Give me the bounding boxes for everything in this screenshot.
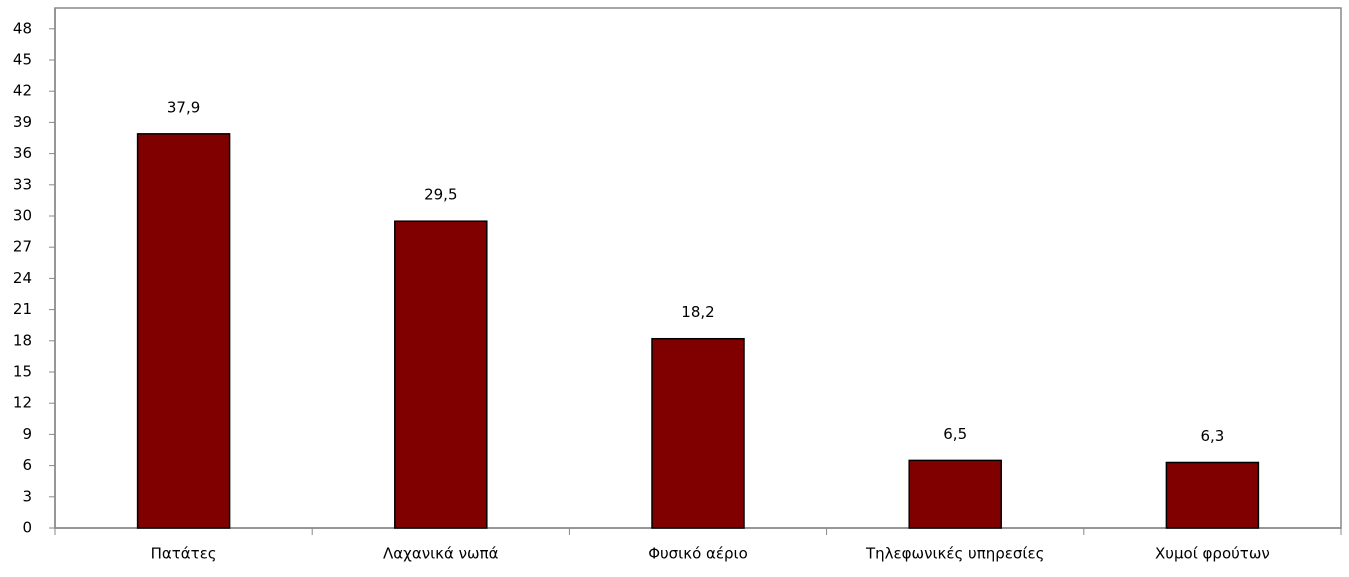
y-tick-label: 12 — [13, 394, 32, 412]
x-tick-label: Λαχανικά νωπά — [383, 545, 499, 563]
bar — [1165, 461, 1260, 529]
value-label: 18,2 — [681, 303, 714, 321]
x-tick-label: Φυσικό αέριο — [648, 545, 748, 563]
y-tick-label: 6 — [22, 456, 32, 474]
y-tick-label: 42 — [13, 82, 32, 100]
y-tick-label: 24 — [13, 269, 32, 287]
bar — [136, 133, 231, 529]
x-tick-label: Τηλεφωνικές υπηρεσίες — [865, 545, 1044, 563]
y-tick-label: 3 — [22, 487, 32, 505]
bar — [908, 459, 1002, 529]
bar — [394, 220, 488, 529]
x-tick-label: Πατάτες — [151, 545, 217, 563]
y-tick-label: 45 — [13, 51, 32, 69]
y-tick-label: 30 — [13, 207, 32, 225]
value-label: 6,5 — [943, 425, 967, 443]
value-label: 29,5 — [424, 186, 457, 204]
bar — [651, 337, 745, 529]
y-tick-label: 27 — [13, 238, 32, 256]
value-label: 6,3 — [1200, 427, 1224, 445]
y-tick-label: 0 — [22, 519, 32, 537]
y-tick-label: 15 — [13, 363, 32, 381]
y-tick-label: 48 — [13, 19, 32, 37]
x-tick-label: Χυμοί φρούτων — [1155, 545, 1270, 563]
y-tick-label: 33 — [13, 175, 32, 193]
y-tick-label: 39 — [13, 113, 32, 131]
y-tick-label: 36 — [13, 144, 32, 162]
y-tick-label: 21 — [13, 300, 32, 318]
y-tick-label: 18 — [13, 331, 32, 349]
y-tick-label: 9 — [22, 425, 32, 443]
value-label: 37,9 — [167, 98, 200, 116]
